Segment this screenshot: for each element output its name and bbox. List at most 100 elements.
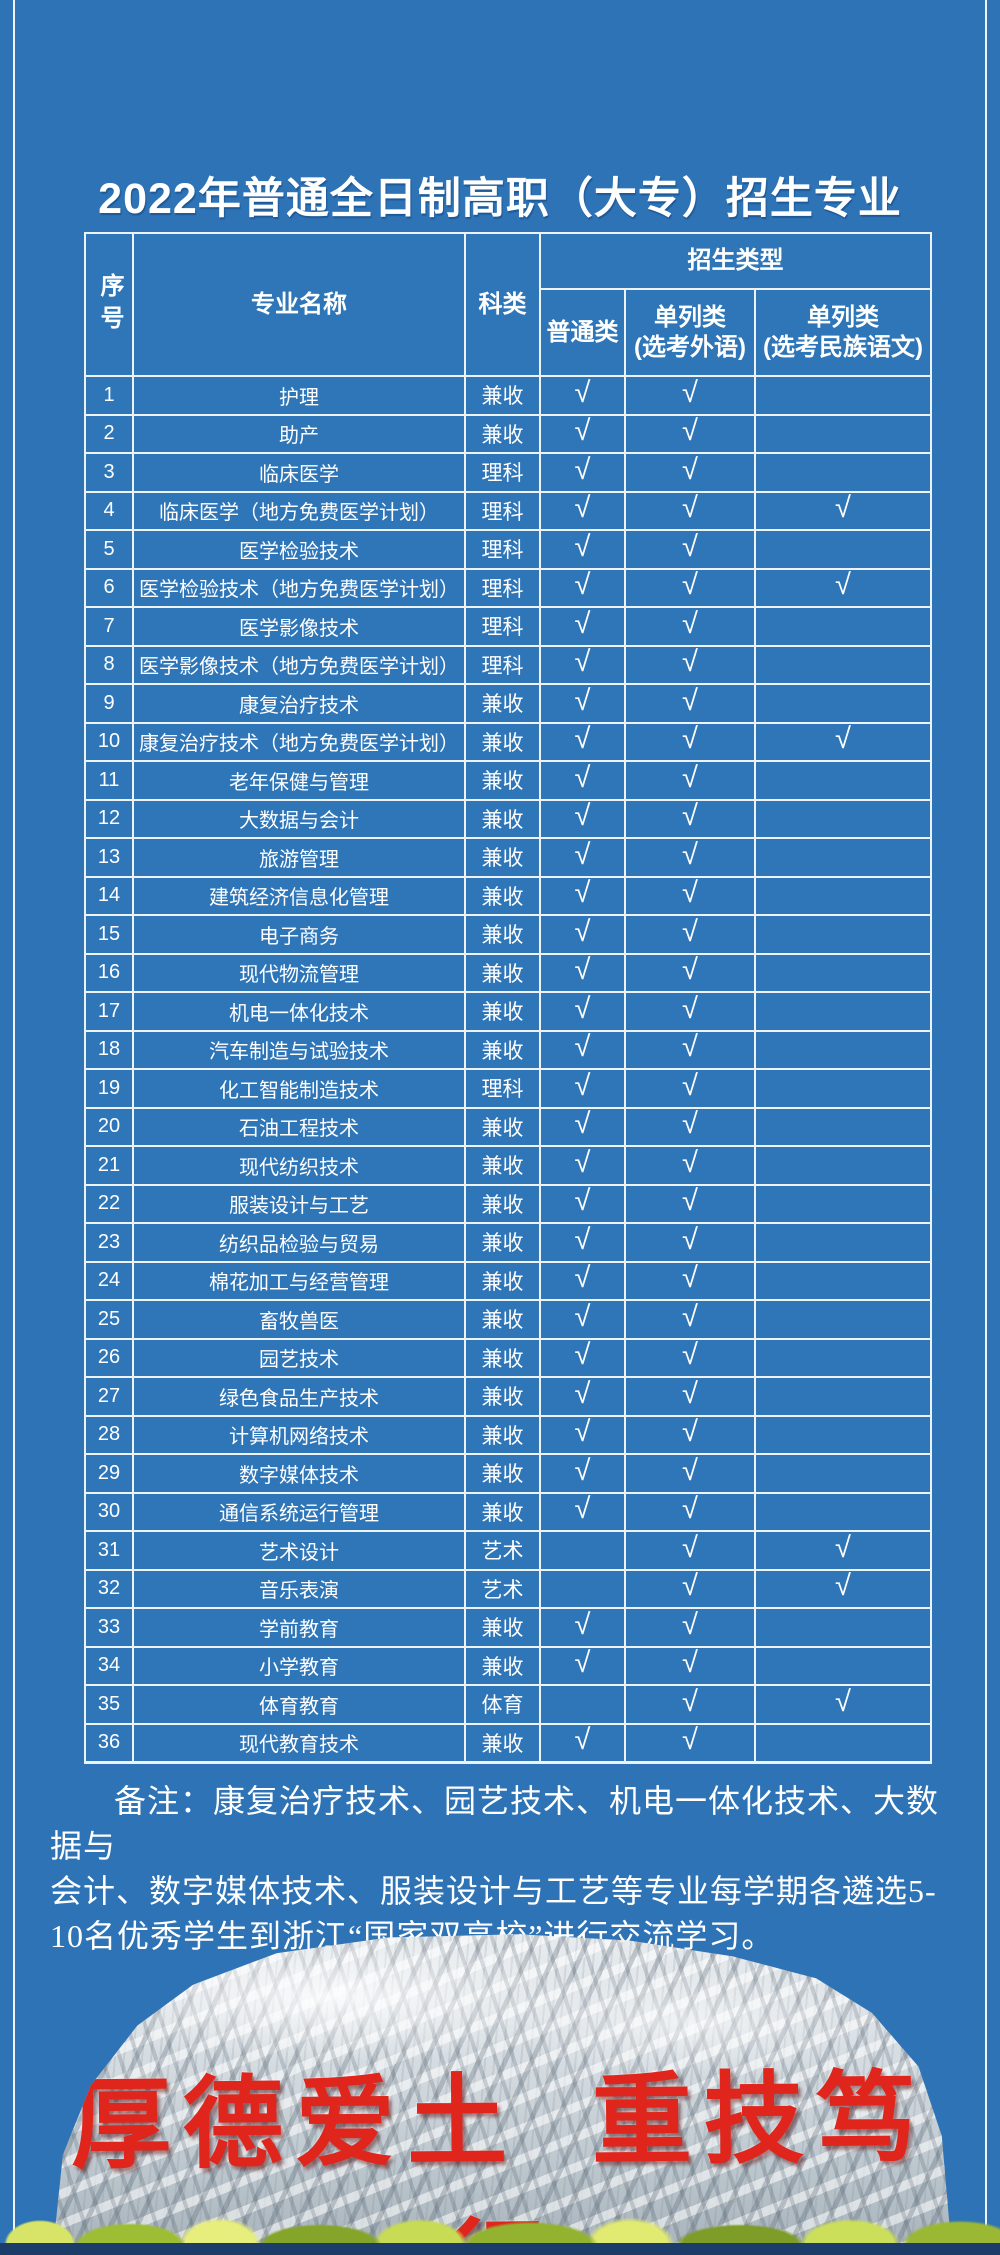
check-ethnic (756, 415, 930, 452)
row-number: 21 (86, 1147, 132, 1184)
check-foreign: √ (626, 993, 754, 1030)
category: 兼收 (466, 1224, 539, 1261)
row-number: 23 (86, 1224, 132, 1261)
major-name: 学前教育 (134, 1609, 464, 1646)
category: 兼收 (466, 1147, 539, 1184)
major-name: 绿色食品生产技术 (134, 1378, 464, 1415)
check-general: √ (541, 1224, 624, 1261)
check-ethnic (756, 1455, 930, 1492)
check-general: √ (541, 877, 624, 914)
row-number: 22 (86, 1185, 132, 1222)
category: 兼收 (466, 1609, 539, 1646)
major-name: 医学检验技术 (134, 531, 464, 568)
check-foreign: √ (626, 1493, 754, 1530)
note-line-1: 备注：康复治疗技术、园艺技术、机电一体化技术、大数据与 (50, 1783, 940, 1864)
check-foreign: √ (626, 685, 754, 722)
row-number: 13 (86, 839, 132, 876)
check-foreign: √ (626, 608, 754, 645)
check-ethnic (756, 454, 930, 491)
check-ethnic (756, 839, 930, 876)
check-ethnic: √ (756, 1686, 930, 1723)
row-number: 16 (86, 954, 132, 991)
check-ethnic (756, 531, 930, 568)
category: 理科 (466, 646, 539, 683)
major-name: 小学教育 (134, 1647, 464, 1684)
row-number: 36 (86, 1724, 132, 1761)
check-ethnic (756, 993, 930, 1030)
major-name: 数字媒体技术 (134, 1455, 464, 1492)
check-foreign: √ (626, 916, 754, 953)
check-general: √ (541, 1647, 624, 1684)
major-name: 畜牧兽医 (134, 1301, 464, 1338)
major-name: 现代纺织技术 (134, 1147, 464, 1184)
check-general: √ (541, 646, 624, 683)
major-name: 老年保健与管理 (134, 762, 464, 799)
check-foreign: √ (626, 877, 754, 914)
category: 兼收 (466, 762, 539, 799)
stone-rock: 厚德爱土 重技笃行 (53, 1934, 952, 2243)
check-foreign: √ (626, 762, 754, 799)
note: 备注：康复治疗技术、园艺技术、机电一体化技术、大数据与 会计、数字媒体技术、服装… (50, 1779, 950, 1959)
check-general: √ (541, 723, 624, 760)
row-number: 4 (86, 492, 132, 529)
check-general: √ (541, 1031, 624, 1068)
check-foreign: √ (626, 569, 754, 606)
category: 兼收 (466, 1416, 539, 1453)
check-foreign: √ (626, 1147, 754, 1184)
row-number: 32 (86, 1570, 132, 1607)
major-name: 汽车制造与试验技术 (134, 1031, 464, 1068)
grass (0, 2199, 1000, 2245)
check-general: √ (541, 1070, 624, 1107)
check-general: √ (541, 916, 624, 953)
check-foreign: √ (626, 1724, 754, 1761)
check-general: √ (541, 1493, 624, 1530)
major-name: 电子商务 (134, 916, 464, 953)
major-name: 石油工程技术 (134, 1108, 464, 1145)
check-general: √ (541, 492, 624, 529)
check-general: √ (541, 531, 624, 568)
row-number: 35 (86, 1686, 132, 1723)
check-foreign: √ (626, 492, 754, 529)
category: 兼收 (466, 1301, 539, 1338)
check-ethnic (756, 954, 930, 991)
page-title: 2022年普通全日制高职（大专）招生专业 (98, 175, 902, 223)
category: 兼收 (466, 1378, 539, 1415)
category: 兼收 (466, 1339, 539, 1376)
major-name: 医学影像技术 (134, 608, 464, 645)
check-ethnic (756, 1416, 930, 1453)
row-number: 34 (86, 1647, 132, 1684)
check-general: √ (541, 377, 624, 414)
category: 兼收 (466, 415, 539, 452)
check-general: √ (541, 954, 624, 991)
category: 兼收 (466, 377, 539, 414)
category: 兼收 (466, 1031, 539, 1068)
header-type-foreign: 单列类 (选考外语) (626, 290, 754, 375)
major-name: 化工智能制造技术 (134, 1070, 464, 1107)
check-ethnic (756, 608, 930, 645)
check-general: √ (541, 1147, 624, 1184)
check-foreign: √ (626, 377, 754, 414)
row-number: 12 (86, 800, 132, 837)
check-foreign: √ (626, 1686, 754, 1723)
major-name: 旅游管理 (134, 839, 464, 876)
row-number: 3 (86, 454, 132, 491)
check-foreign: √ (626, 454, 754, 491)
major-name: 康复治疗技术 (134, 685, 464, 722)
bottom-band (0, 2243, 1000, 2255)
check-foreign: √ (626, 1224, 754, 1261)
check-general: √ (541, 993, 624, 1030)
check-general: √ (541, 454, 624, 491)
check-foreign: √ (626, 723, 754, 760)
category: 艺术 (466, 1532, 539, 1569)
check-foreign: √ (626, 1647, 754, 1684)
check-ethnic: √ (756, 569, 930, 606)
major-name: 现代教育技术 (134, 1724, 464, 1761)
frame-line-right (985, 0, 987, 2243)
major-name: 助产 (134, 415, 464, 452)
check-foreign: √ (626, 1609, 754, 1646)
row-number: 19 (86, 1070, 132, 1107)
major-name: 临床医学 (134, 454, 464, 491)
category: 理科 (466, 531, 539, 568)
check-ethnic (756, 685, 930, 722)
check-ethnic (756, 1108, 930, 1145)
